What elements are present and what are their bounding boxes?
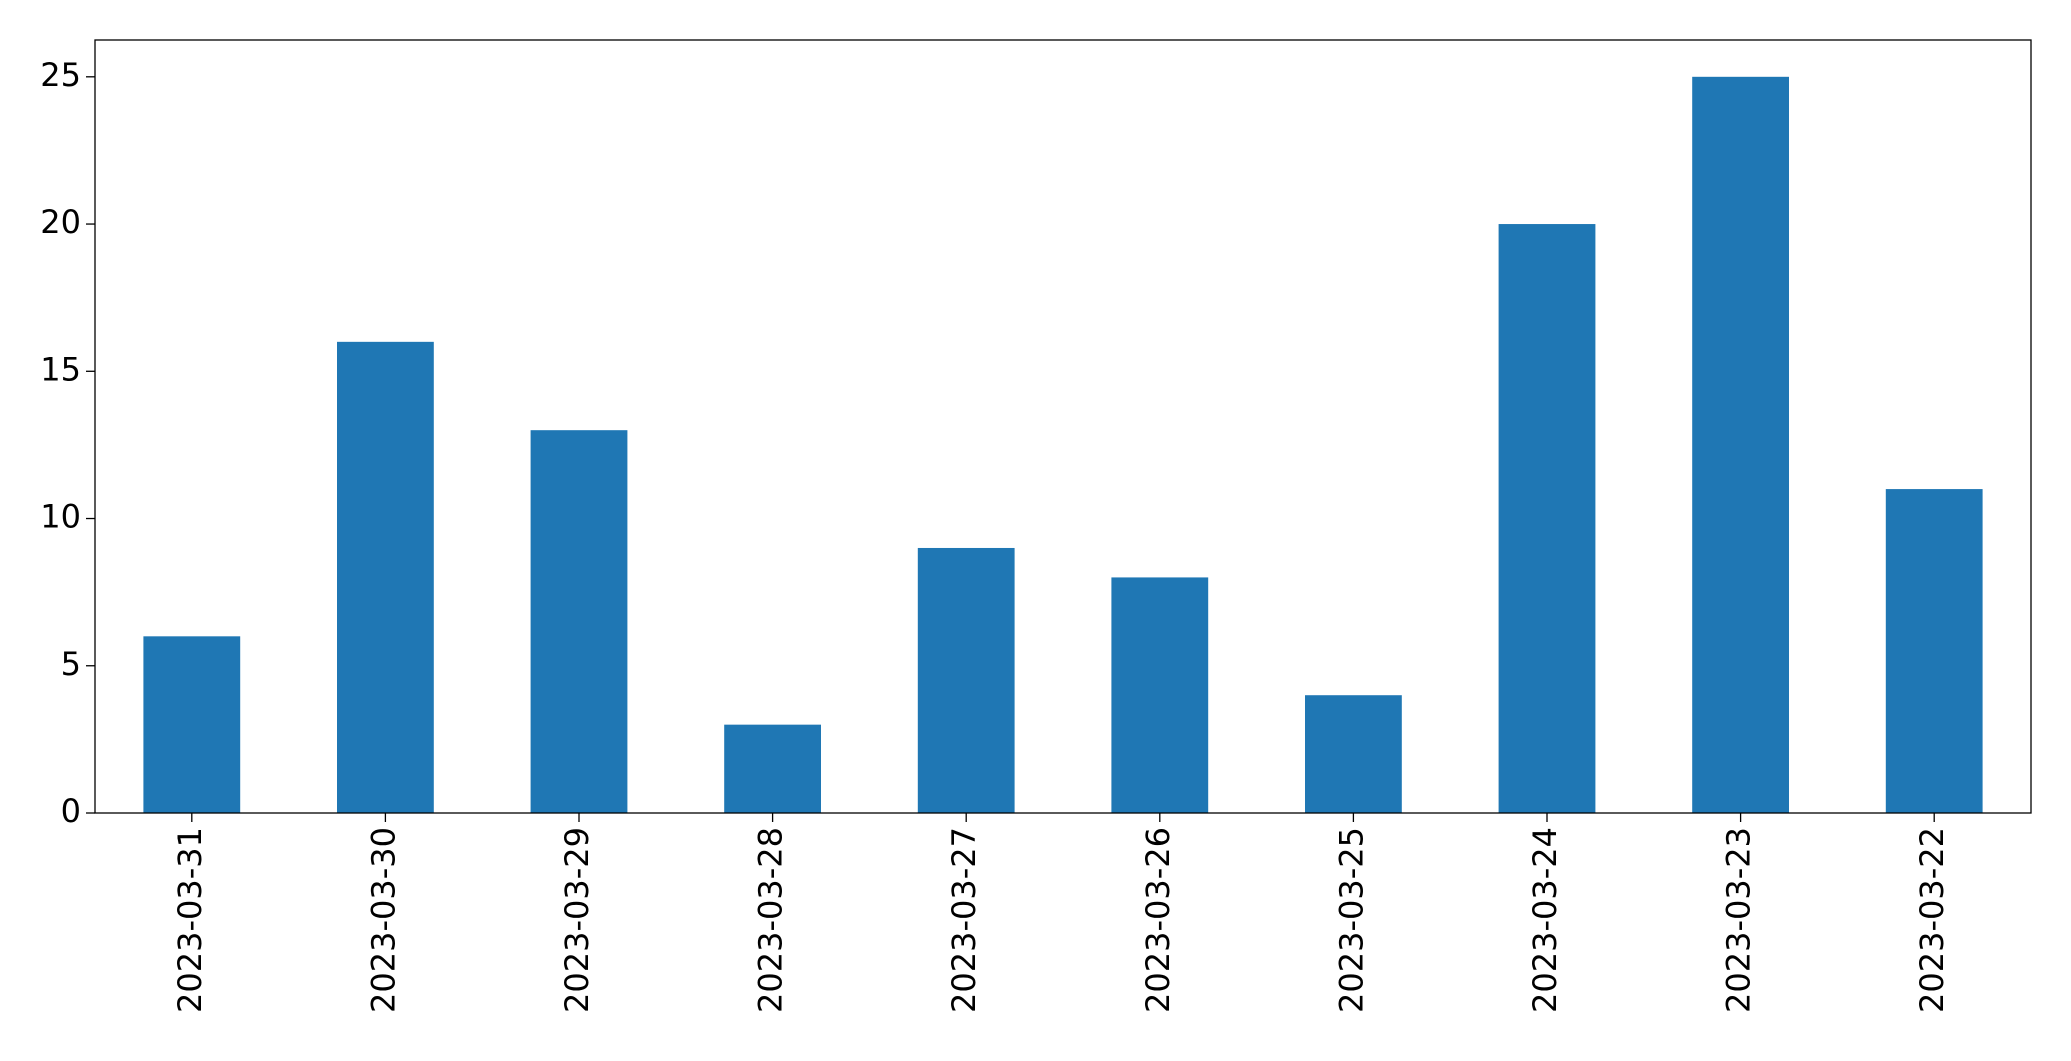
- x-tick-label: 2023-03-31: [171, 827, 209, 1013]
- bar: [530, 430, 628, 813]
- bar: [1305, 695, 1402, 813]
- x-tick-label: 2023-03-28: [752, 827, 790, 1013]
- y-tick-label: 5: [61, 645, 81, 683]
- x-tick-label: 2023-03-27: [945, 827, 983, 1013]
- x-tick-label: 2023-03-25: [1332, 827, 1370, 1013]
- plot-frame: [94, 39, 2032, 814]
- x-tick-label: 2023-03-23: [1720, 827, 1758, 1013]
- bar: [337, 341, 434, 813]
- bar: [1692, 76, 1789, 814]
- x-tick-label: 2023-03-29: [558, 827, 596, 1013]
- y-tick-label: 0: [61, 792, 81, 830]
- x-tick-label: 2023-03-22: [1913, 827, 1951, 1013]
- x-tick-label: 2023-03-26: [1139, 827, 1177, 1013]
- bar: [1885, 489, 1983, 813]
- x-tick-label: 2023-03-24: [1526, 827, 1564, 1013]
- y-tick-label: 10: [40, 498, 81, 536]
- y-tick-label: 20: [40, 203, 81, 241]
- bar: [1111, 577, 1209, 813]
- bar: [143, 636, 241, 813]
- bar: [917, 547, 1015, 813]
- bar: [724, 724, 821, 813]
- y-tick-label: 15: [40, 350, 81, 388]
- y-tick-label: 25: [40, 56, 81, 94]
- bar: [1498, 224, 1596, 814]
- x-tick-label: 2023-03-30: [364, 827, 402, 1013]
